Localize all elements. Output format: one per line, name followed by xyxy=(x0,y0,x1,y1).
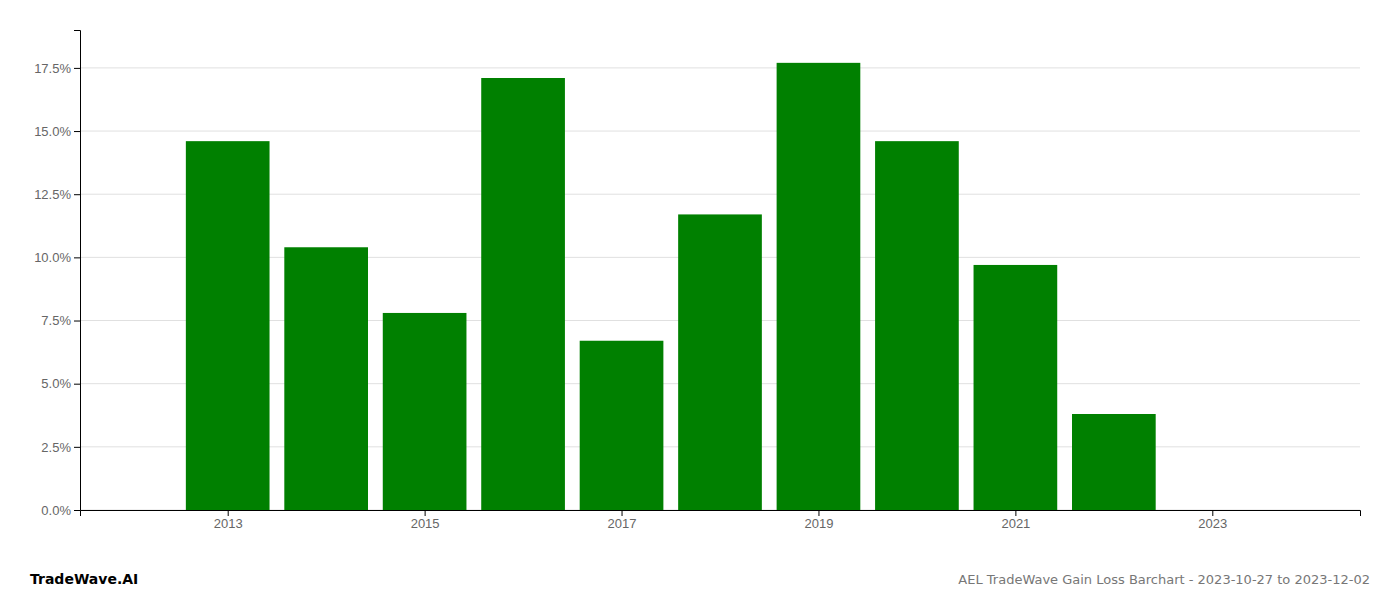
y-tick-mark xyxy=(74,321,80,322)
bar xyxy=(777,63,861,510)
grid-line xyxy=(80,67,1360,68)
x-tick: 2013 xyxy=(214,510,243,531)
y-tick-label: 2.5% xyxy=(41,440,71,455)
grid-line xyxy=(80,131,1360,132)
y-tick: 12.5% xyxy=(34,187,80,202)
bar xyxy=(580,341,664,510)
y-tick: 0.0% xyxy=(41,503,80,518)
x-tick-mark xyxy=(622,510,623,516)
bar xyxy=(1072,414,1156,510)
bars xyxy=(186,63,1156,510)
plot: 0.0% 2.5% 5.0% 7.5% 10.0% 12.5% 15.0% 17.5% 2013… xyxy=(34,31,1360,532)
y-tick: 2.5% xyxy=(41,440,80,455)
x-tick-mark xyxy=(818,510,819,516)
y-tick-label: 12.5% xyxy=(34,187,71,202)
y-tick-label: 15.0% xyxy=(34,124,71,139)
x-tick-label: 2015 xyxy=(411,516,440,531)
annotation: TradeWave.AI xyxy=(30,571,138,587)
x-tick: 2023 xyxy=(1198,510,1227,531)
chart: 0.0% 2.5% 5.0% 7.5% 10.0% 12.5% 15.0% 17.5% 2013… xyxy=(0,0,1400,600)
bar xyxy=(678,214,762,510)
grid-line xyxy=(80,194,1360,195)
x-tick-label: 2017 xyxy=(608,516,637,531)
x-tick-mark xyxy=(1015,510,1016,516)
y-tick: 7.5% xyxy=(41,313,80,328)
y-tick-label: 7.5% xyxy=(41,313,71,328)
x-tick-label: 2013 xyxy=(214,516,243,531)
x-tick: 2021 xyxy=(1001,510,1030,531)
y-tick-label: 5.0% xyxy=(41,376,71,391)
title: AEL TradeWave Gain Loss Barchart - 2023-… xyxy=(958,572,1370,587)
bar xyxy=(383,313,467,510)
y-tick: 15.0% xyxy=(34,124,80,139)
x-axis: 2013 2015 2017 2019 2021 2023 xyxy=(81,510,1361,531)
y-tick-label: 17.5% xyxy=(34,61,71,76)
x-tick-label: 2019 xyxy=(805,516,834,531)
x-tick-label: 2023 xyxy=(1198,516,1227,531)
y-tick-mark xyxy=(74,131,80,132)
x-tick: 2019 xyxy=(805,510,834,531)
x-tick-mark xyxy=(425,510,426,516)
y-tick-label: 10.0% xyxy=(34,250,71,265)
y-tick: 10.0% xyxy=(34,250,80,265)
bar xyxy=(875,141,959,510)
bar xyxy=(481,78,565,510)
bar xyxy=(1170,510,1254,511)
x-tick-mark xyxy=(228,510,229,516)
y-tick-mark xyxy=(74,257,80,258)
y-tick-mark xyxy=(74,68,80,69)
y-tick-mark xyxy=(74,194,80,195)
y-axis-line xyxy=(74,31,81,511)
x-tick-label: 2021 xyxy=(1001,516,1030,531)
bar xyxy=(974,265,1058,510)
y-tick: 17.5% xyxy=(34,61,80,76)
y-tick-mark xyxy=(74,447,80,448)
x-tick: 2015 xyxy=(411,510,440,531)
y-axis: 0.0% 2.5% 5.0% 7.5% 10.0% 12.5% 15.0% 17.5% xyxy=(34,31,80,518)
x-axis-line xyxy=(81,511,1361,517)
y-tick-mark xyxy=(74,510,80,511)
grid xyxy=(80,68,1360,510)
y-tick-mark xyxy=(74,384,80,385)
x-tick: 2017 xyxy=(608,510,637,531)
bar xyxy=(186,141,270,510)
y-tick-label: 0.0% xyxy=(41,503,71,518)
bar xyxy=(284,247,368,510)
y-tick: 5.0% xyxy=(41,376,80,391)
x-tick-mark xyxy=(1212,510,1213,516)
